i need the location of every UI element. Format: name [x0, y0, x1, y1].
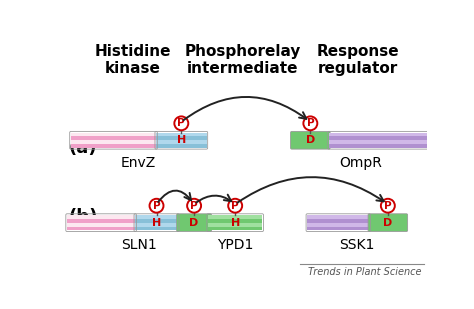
Bar — [208, 223, 262, 226]
Text: Phosphorelay
intermediate: Phosphorelay intermediate — [185, 44, 301, 76]
Bar — [67, 215, 135, 219]
Text: P: P — [190, 201, 198, 211]
Bar — [307, 226, 369, 230]
Bar — [329, 133, 430, 136]
FancyBboxPatch shape — [291, 131, 330, 149]
Bar — [135, 219, 178, 223]
Bar — [71, 144, 156, 148]
Text: H: H — [230, 218, 240, 228]
Text: P: P — [153, 201, 160, 211]
Text: Histidine
kinase: Histidine kinase — [95, 44, 171, 76]
Text: EnvZ: EnvZ — [121, 156, 156, 170]
Bar — [135, 215, 178, 219]
Text: (b): (b) — [69, 208, 98, 226]
Text: YPD1: YPD1 — [217, 238, 254, 252]
Bar — [135, 223, 178, 226]
Circle shape — [303, 116, 317, 130]
Bar — [71, 140, 156, 144]
FancyBboxPatch shape — [177, 214, 211, 231]
Text: SLN1: SLN1 — [121, 238, 156, 252]
Circle shape — [187, 199, 201, 213]
Text: D: D — [306, 135, 315, 145]
Text: P: P — [384, 201, 392, 211]
Bar — [67, 226, 135, 230]
Text: (a): (a) — [69, 139, 97, 157]
Bar — [67, 219, 135, 223]
Text: H: H — [152, 218, 161, 228]
Text: P: P — [307, 118, 314, 128]
Circle shape — [228, 199, 242, 213]
Bar — [329, 144, 430, 148]
Bar — [329, 136, 430, 140]
Text: Response
regulator: Response regulator — [316, 44, 399, 76]
Text: OmpR: OmpR — [339, 156, 382, 170]
Bar — [135, 226, 178, 230]
Text: D: D — [190, 218, 199, 228]
Bar — [156, 144, 207, 148]
Text: P: P — [177, 118, 185, 128]
Bar — [67, 223, 135, 226]
Bar — [156, 140, 207, 144]
Circle shape — [149, 199, 164, 213]
FancyBboxPatch shape — [368, 214, 408, 231]
Bar — [208, 219, 262, 223]
Bar — [156, 133, 207, 136]
Bar — [307, 215, 369, 219]
Text: SSK1: SSK1 — [339, 238, 374, 252]
Circle shape — [174, 116, 188, 130]
Bar — [71, 136, 156, 140]
Bar — [307, 223, 369, 226]
Text: P: P — [231, 201, 239, 211]
Text: H: H — [177, 135, 186, 145]
Bar — [71, 133, 156, 136]
Bar — [156, 136, 207, 140]
Bar — [208, 215, 262, 219]
Text: D: D — [383, 218, 392, 228]
Bar — [307, 219, 369, 223]
Text: Trends in Plant Science: Trends in Plant Science — [309, 267, 422, 277]
Bar — [329, 140, 430, 144]
Circle shape — [381, 199, 395, 213]
Bar — [208, 226, 262, 230]
